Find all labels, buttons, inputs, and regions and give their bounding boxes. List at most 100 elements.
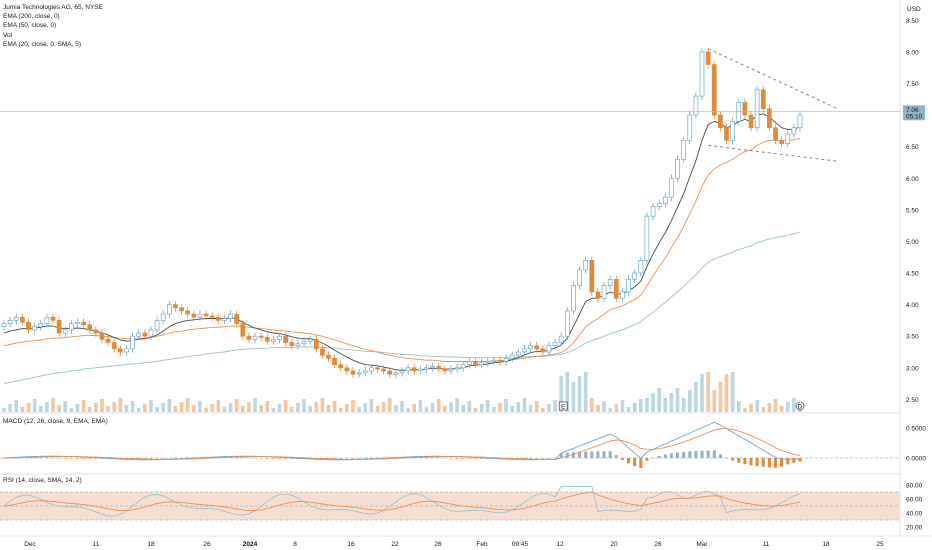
candle[interactable] (160, 313, 166, 321)
candle[interactable] (69, 323, 74, 331)
candle[interactable] (38, 323, 44, 328)
candle[interactable] (509, 354, 515, 359)
candle[interactable] (595, 291, 601, 299)
candle[interactable] (558, 335, 564, 343)
candle[interactable] (234, 313, 240, 324)
candle[interactable] (166, 304, 172, 315)
candle[interactable] (179, 307, 184, 312)
candle[interactable] (258, 335, 264, 338)
candle[interactable] (56, 320, 62, 334)
candle[interactable] (785, 133, 791, 144)
candle[interactable] (350, 370, 356, 375)
rsi-label[interactable]: RSI (14, close, SMA, 14, 2) (3, 477, 82, 484)
candle[interactable] (99, 332, 105, 340)
candle[interactable] (203, 313, 209, 317)
candle[interactable] (552, 342, 558, 347)
rsi-ma-line[interactable] (3, 491, 801, 512)
candle[interactable] (191, 313, 197, 318)
candle[interactable] (93, 329, 99, 334)
candle[interactable] (209, 315, 215, 318)
candle[interactable] (711, 64, 717, 116)
candle[interactable] (656, 203, 662, 208)
candle[interactable] (307, 338, 313, 342)
candle[interactable] (699, 51, 705, 97)
macd-label[interactable]: MACD (12, 26, close, 9, EMA, EMA) (3, 418, 108, 425)
trendline[interactable] (708, 144, 839, 162)
candle[interactable] (81, 321, 86, 326)
candle[interactable] (271, 338, 276, 342)
candle[interactable] (393, 372, 399, 375)
ema-200-line[interactable] (3, 231, 801, 385)
candle[interactable] (620, 291, 625, 299)
candle[interactable] (693, 95, 699, 116)
candle[interactable] (411, 367, 417, 372)
candle[interactable] (277, 335, 282, 340)
candle[interactable] (546, 345, 552, 353)
candle[interactable] (215, 316, 221, 321)
candle[interactable] (381, 368, 386, 372)
legend-ema-200[interactable]: EMA (200, close, 0) (3, 13, 60, 21)
candle[interactable] (44, 316, 50, 324)
dividend-marker[interactable] (795, 401, 805, 411)
candle[interactable] (1, 323, 7, 328)
candle[interactable] (375, 367, 380, 370)
candle[interactable] (662, 196, 668, 204)
candle[interactable] (320, 348, 325, 356)
candle[interactable] (583, 260, 589, 271)
candle[interactable] (613, 278, 619, 299)
candle[interactable] (424, 367, 429, 370)
trendline[interactable] (707, 48, 839, 110)
candle[interactable] (173, 304, 178, 309)
candle[interactable] (687, 114, 693, 141)
candle[interactable] (754, 89, 760, 129)
candle[interactable] (32, 326, 37, 331)
candle[interactable] (326, 354, 331, 359)
candle[interactable] (767, 108, 772, 129)
candle[interactable] (313, 338, 319, 350)
candle[interactable] (222, 318, 227, 321)
candle[interactable] (534, 345, 540, 350)
candle[interactable] (228, 313, 233, 319)
rsi-line[interactable] (3, 485, 801, 517)
candle[interactable] (491, 359, 497, 362)
candle[interactable] (20, 316, 25, 323)
candle[interactable] (571, 285, 576, 312)
candle[interactable] (460, 364, 466, 369)
candle[interactable] (130, 335, 135, 350)
candle[interactable] (430, 366, 435, 369)
candle[interactable] (442, 368, 448, 372)
candle[interactable] (675, 158, 680, 179)
candle[interactable] (387, 370, 393, 375)
candle[interactable] (136, 332, 142, 337)
candle[interactable] (773, 127, 778, 141)
candle[interactable] (185, 310, 191, 315)
candle[interactable] (718, 114, 723, 129)
candle[interactable] (13, 316, 19, 321)
candle[interactable] (111, 342, 117, 350)
candle[interactable] (283, 335, 289, 343)
candle[interactable] (369, 367, 374, 372)
candle[interactable] (607, 278, 613, 287)
macd-line[interactable] (3, 421, 800, 461)
candle[interactable] (467, 361, 472, 365)
candle[interactable] (148, 329, 154, 337)
candle[interactable] (26, 321, 31, 331)
candle[interactable] (124, 348, 129, 353)
candle[interactable] (632, 272, 638, 280)
candle[interactable] (797, 114, 803, 129)
candle[interactable] (301, 340, 307, 345)
candle[interactable] (454, 367, 460, 370)
candle[interactable] (705, 51, 711, 65)
candle[interactable] (399, 370, 405, 374)
candle[interactable] (669, 177, 674, 198)
ema-50-line[interactable] (3, 138, 801, 362)
ema-20-line[interactable] (3, 113, 801, 371)
candle[interactable] (338, 364, 344, 369)
candle[interactable] (791, 127, 797, 135)
candle[interactable] (448, 368, 454, 372)
candle[interactable] (154, 320, 160, 331)
candle[interactable] (105, 338, 111, 343)
candle[interactable] (564, 310, 570, 337)
candle[interactable] (650, 206, 656, 217)
